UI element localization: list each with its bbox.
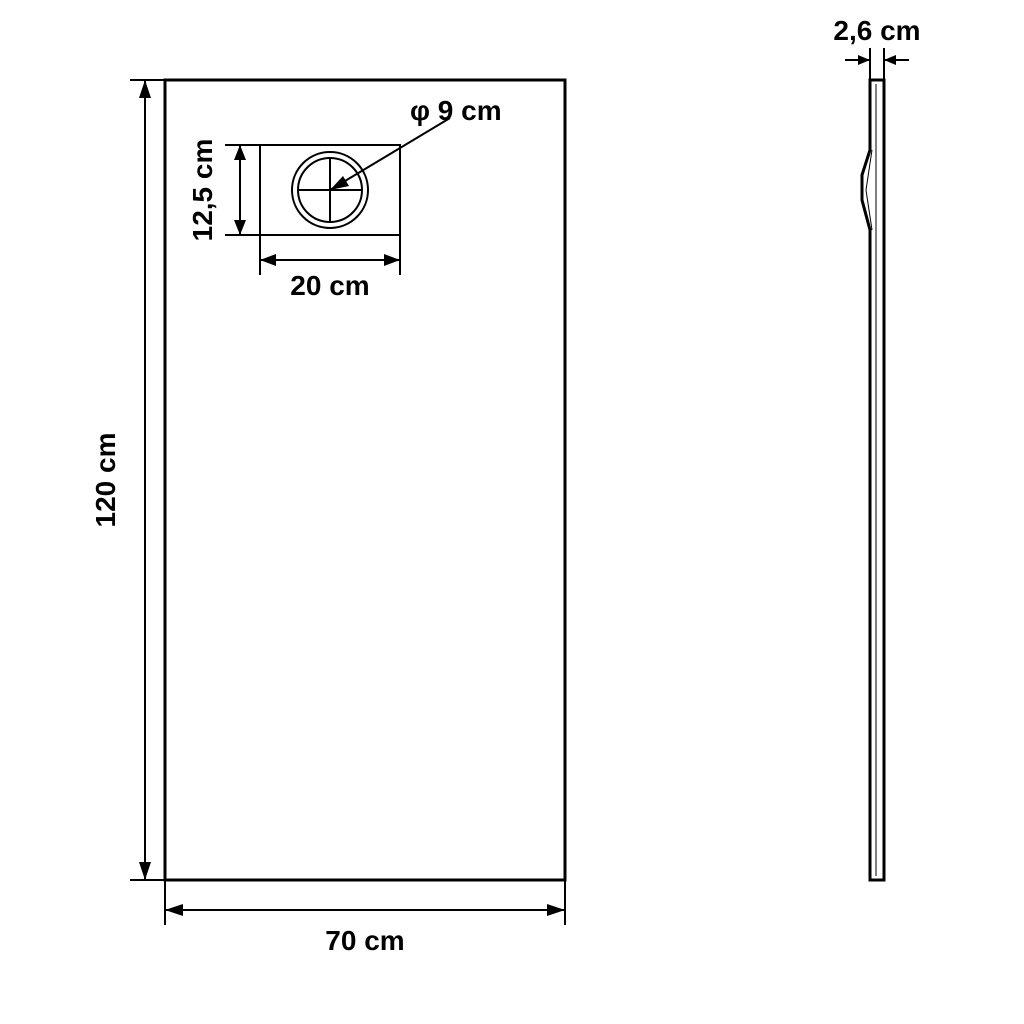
dim-height-arrow-bot (139, 862, 151, 880)
dim-diam-arrow (330, 176, 349, 190)
dim-height-label: 120 cm (90, 433, 121, 528)
dim-cover-h-arrow-b (234, 220, 246, 235)
dim-width-label: 70 cm (325, 925, 404, 956)
dim-cover-w-arrow-l (260, 254, 276, 266)
side-profile-outer (862, 80, 884, 880)
front-panel (165, 80, 565, 880)
dim-width-arrow-r (547, 904, 565, 916)
dim-cover-w-arrow-r (384, 254, 400, 266)
dim-width-arrow-l (165, 904, 183, 916)
technical-drawing: 120 cm 70 cm 12,5 cm 20 cm φ 9 cm 2,6 cm (0, 0, 1024, 1024)
dim-cover-h-arrow-t (234, 145, 246, 160)
dim-cover-h-label: 12,5 cm (187, 139, 218, 242)
dim-thick-arrow-l (858, 55, 870, 65)
dim-height-arrow-top (139, 80, 151, 98)
dim-diam-leader (330, 118, 450, 190)
dim-thick-arrow-r (884, 55, 896, 65)
dim-thick-label: 2,6 cm (833, 15, 920, 46)
dim-cover-w-label: 20 cm (290, 270, 369, 301)
dim-diam-label: φ 9 cm (410, 95, 502, 126)
